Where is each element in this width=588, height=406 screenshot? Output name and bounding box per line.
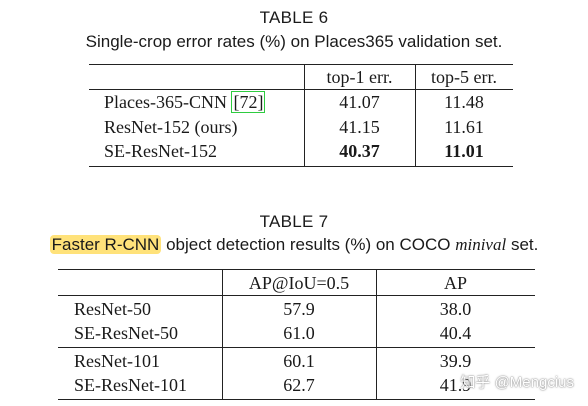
ap-value: 41.9 xyxy=(439,375,472,395)
ap-value: 38.0 xyxy=(439,299,472,319)
table6-top-rule xyxy=(89,64,513,65)
table6-label: TABLE 6 xyxy=(259,8,329,27)
table6-vertical-rule-1 xyxy=(304,64,305,166)
table6-header-top1: top-1 err. xyxy=(326,67,393,87)
table6-header-rule xyxy=(89,89,513,90)
caption-end: set. xyxy=(510,235,539,254)
citation-link[interactable]: [72] xyxy=(231,91,266,113)
model-name: SE-ResNet-50 xyxy=(74,323,178,343)
top5-value: 11.61 xyxy=(444,117,484,137)
table7-group-rule xyxy=(58,347,535,348)
caption-text: object detection results (%) on COCO xyxy=(166,235,451,254)
model-name: SE-ResNet-101 xyxy=(74,375,187,395)
ap50-value: 61.0 xyxy=(283,323,315,343)
table7-bottom-rule xyxy=(58,399,535,400)
watermark: 知乎 @Mengcius xyxy=(460,374,574,391)
model-name: SE-ResNet-152 xyxy=(104,141,217,161)
top5-value: 11.48 xyxy=(444,92,484,112)
caption-highlight: Faster R-CNN xyxy=(49,235,162,254)
ap50-value: 57.9 xyxy=(283,299,315,319)
table7-header-ap: AP xyxy=(443,273,467,293)
table-row: Places-365-CNN [72] xyxy=(104,91,266,113)
table6-bottom-rule xyxy=(89,166,513,167)
ap-value: 40.4 xyxy=(439,323,472,343)
top1-value-best: 40.37 xyxy=(339,141,380,161)
table6-header-top5: top-5 err. xyxy=(431,67,497,87)
table6-vertical-rule-2 xyxy=(415,64,416,166)
model-name: ResNet-50 xyxy=(74,299,151,319)
ap50-value: 60.1 xyxy=(283,351,315,371)
model-name: Places-365-CNN xyxy=(104,92,227,112)
caption-italic: minival xyxy=(455,235,507,254)
table6-caption: Single-crop error rates (%) on Places365… xyxy=(85,32,503,51)
top5-value-best: 11.01 xyxy=(444,141,484,161)
table7-vertical-rule-2 xyxy=(376,269,377,399)
table7-top-rule xyxy=(58,269,535,270)
table7-vertical-rule-1 xyxy=(222,269,223,399)
table7-header-ap50: AP@IoU=0.5 xyxy=(248,273,350,293)
table7-label: TABLE 7 xyxy=(259,212,329,231)
top1-value: 41.15 xyxy=(339,117,380,137)
model-name: ResNet-152 (ours) xyxy=(104,117,238,137)
table7-header-rule xyxy=(58,295,535,296)
ap50-value: 62.7 xyxy=(283,375,315,395)
model-name: ResNet-101 xyxy=(74,351,160,371)
ap-value: 39.9 xyxy=(439,351,472,371)
top1-value: 41.07 xyxy=(339,92,380,112)
table7-caption: Faster R-CNN object detection results (%… xyxy=(0,235,588,255)
